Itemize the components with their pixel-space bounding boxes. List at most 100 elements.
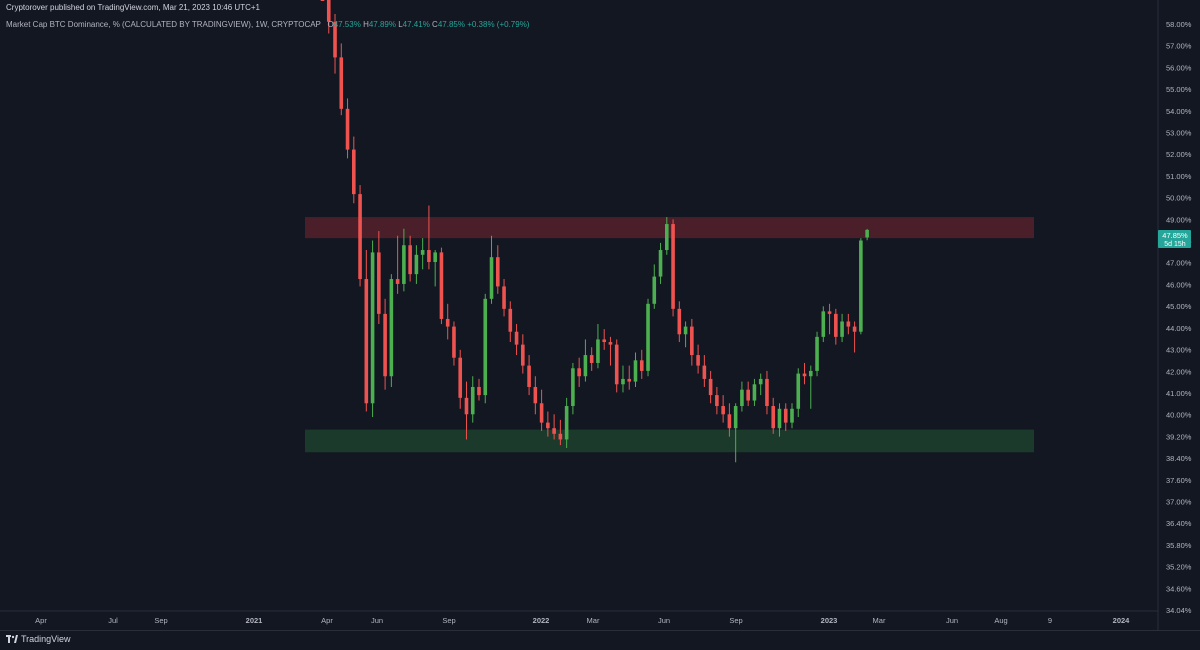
candle[interactable] (502, 279, 506, 317)
candle[interactable] (552, 414, 556, 440)
candle[interactable] (521, 334, 525, 374)
candle[interactable] (577, 357, 581, 387)
candle[interactable] (326, 0, 331, 34)
candle[interactable] (470, 376, 475, 423)
candle-body (815, 336, 819, 371)
candle[interactable] (846, 313, 851, 335)
candle[interactable] (727, 403, 732, 437)
candle[interactable] (533, 376, 538, 415)
candle[interactable] (708, 370, 713, 404)
candle[interactable] (458, 349, 463, 409)
candle[interactable] (783, 403, 788, 431)
candle[interactable] (652, 264, 657, 309)
candle[interactable] (571, 362, 575, 415)
candle[interactable] (646, 298, 650, 377)
candle[interactable] (627, 365, 632, 390)
candle[interactable] (683, 321, 688, 348)
candle[interactable] (765, 370, 769, 415)
candle[interactable] (589, 347, 594, 371)
candle[interactable] (539, 389, 544, 431)
candle[interactable] (827, 303, 832, 335)
candle[interactable] (633, 352, 638, 387)
candle-body (665, 224, 669, 251)
candle[interactable] (865, 228, 869, 241)
candle[interactable] (608, 336, 613, 366)
x-tick-label: Sep (442, 616, 455, 625)
candle[interactable] (389, 274, 394, 387)
candle[interactable] (733, 403, 738, 463)
candle[interactable] (821, 306, 826, 343)
candle[interactable] (583, 339, 588, 382)
tradingview-logo[interactable]: TradingView (6, 634, 71, 644)
candle[interactable] (439, 247, 444, 325)
candle[interactable] (483, 293, 488, 404)
candle[interactable] (320, 0, 325, 1)
candle[interactable] (802, 362, 807, 385)
candle[interactable] (464, 381, 469, 440)
candle-body (583, 355, 588, 377)
candle[interactable] (658, 242, 663, 284)
candle[interactable] (671, 219, 675, 317)
candle[interactable] (445, 303, 450, 340)
candle[interactable] (564, 397, 569, 448)
candle[interactable] (420, 238, 425, 270)
candle[interactable] (508, 301, 513, 343)
candle[interactable] (352, 136, 356, 204)
candle[interactable] (771, 397, 776, 434)
candle[interactable] (495, 245, 500, 294)
chart-svg[interactable]: 58.00% 57.00% 56.00% 55.00% 54.00% 53.00% 52.0… (0, 0, 1200, 630)
candle[interactable] (339, 43, 344, 116)
candle-body (483, 298, 488, 396)
candle[interactable] (696, 344, 700, 374)
candle[interactable] (395, 235, 400, 294)
candle[interactable] (489, 235, 494, 304)
candle[interactable] (859, 238, 863, 335)
candle[interactable] (702, 355, 707, 387)
resistance-zone[interactable] (305, 217, 1034, 239)
candle[interactable] (370, 240, 375, 418)
candle[interactable] (840, 313, 844, 343)
candle[interactable] (752, 378, 757, 407)
candle[interactable] (364, 250, 369, 412)
candle[interactable] (333, 14, 337, 74)
candle-body (333, 21, 337, 58)
support-zone[interactable] (305, 429, 1034, 453)
candle[interactable] (621, 365, 625, 393)
candle[interactable] (690, 318, 694, 366)
candle[interactable] (546, 411, 550, 437)
candle[interactable] (677, 301, 682, 343)
candle[interactable] (558, 419, 563, 446)
candle[interactable] (377, 231, 381, 325)
candle[interactable] (834, 308, 838, 345)
candle[interactable] (596, 324, 600, 369)
candle[interactable] (602, 329, 606, 350)
symbol-description[interactable]: Market Cap BTC Dominance, % (CALCULATED … (6, 20, 321, 29)
candle[interactable] (477, 378, 481, 401)
candle[interactable] (715, 386, 719, 415)
candle[interactable] (345, 98, 350, 159)
candle[interactable] (383, 298, 387, 390)
candle[interactable] (852, 321, 857, 353)
candle[interactable] (777, 403, 782, 437)
candle[interactable] (408, 235, 412, 282)
candle[interactable] (758, 373, 763, 396)
candle[interactable] (639, 349, 644, 379)
candle[interactable] (746, 381, 750, 407)
candle[interactable] (796, 368, 801, 418)
candle[interactable] (414, 245, 419, 284)
candle[interactable] (815, 331, 819, 377)
candle[interactable] (358, 185, 362, 287)
candle[interactable] (402, 228, 406, 292)
candle[interactable] (514, 324, 519, 356)
candle[interactable] (427, 205, 431, 270)
candle[interactable] (790, 403, 794, 429)
candle[interactable] (721, 395, 725, 423)
candle[interactable] (808, 365, 813, 409)
candle[interactable] (527, 355, 531, 396)
candle[interactable] (665, 217, 669, 255)
candle[interactable] (614, 339, 619, 393)
candle[interactable] (452, 321, 456, 366)
candle[interactable] (740, 381, 744, 412)
candle[interactable] (433, 250, 437, 287)
